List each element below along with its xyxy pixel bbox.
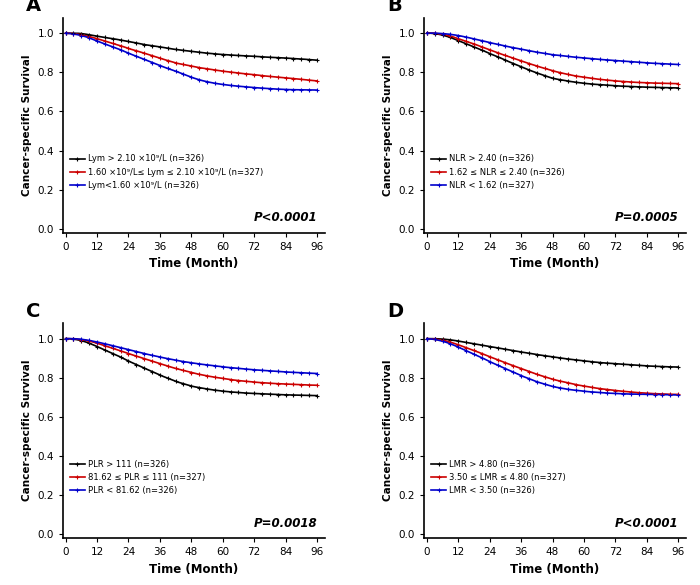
Legend: LMR > 4.80 (n=326), 3.50 ≤ LMR ≤ 4.80 (n=327), LMR < 3.50 (n=326): LMR > 4.80 (n=326), 3.50 ≤ LMR ≤ 4.80 (n… — [431, 460, 566, 495]
Y-axis label: Cancer-specific Survival: Cancer-specific Survival — [383, 360, 393, 501]
Legend: Lym > 2.10 ×10⁹/L (n=326), 1.60 ×10⁹/L≤ Lym ≤ 2.10 ×10⁹/L (n=327), Lym<1.60 ×10⁹: Lym > 2.10 ×10⁹/L (n=326), 1.60 ×10⁹/L≤ … — [70, 154, 263, 190]
Text: P<0.0001: P<0.0001 — [253, 211, 317, 224]
Text: P<0.0001: P<0.0001 — [615, 517, 678, 529]
Y-axis label: Cancer-specific Survival: Cancer-specific Survival — [383, 54, 393, 196]
X-axis label: Time (Month): Time (Month) — [510, 257, 600, 270]
X-axis label: Time (Month): Time (Month) — [149, 257, 239, 270]
Text: P=0.0018: P=0.0018 — [253, 517, 317, 529]
Text: D: D — [388, 302, 404, 321]
Text: P=0.0005: P=0.0005 — [615, 211, 678, 224]
X-axis label: Time (Month): Time (Month) — [510, 563, 600, 576]
X-axis label: Time (Month): Time (Month) — [149, 563, 239, 576]
Text: B: B — [388, 0, 402, 15]
Text: C: C — [27, 302, 41, 321]
Y-axis label: Cancer-specific Survival: Cancer-specific Survival — [22, 360, 32, 501]
Legend: PLR > 111 (n=326), 81.62 ≤ PLR ≤ 111 (n=327), PLR < 81.62 (n=326): PLR > 111 (n=326), 81.62 ≤ PLR ≤ 111 (n=… — [70, 460, 205, 495]
Legend: NLR > 2.40 (n=326), 1.62 ≤ NLR ≤ 2.40 (n=326), NLR < 1.62 (n=327): NLR > 2.40 (n=326), 1.62 ≤ NLR ≤ 2.40 (n… — [431, 154, 565, 190]
Text: A: A — [27, 0, 41, 15]
Y-axis label: Cancer-specific Survival: Cancer-specific Survival — [22, 54, 32, 196]
